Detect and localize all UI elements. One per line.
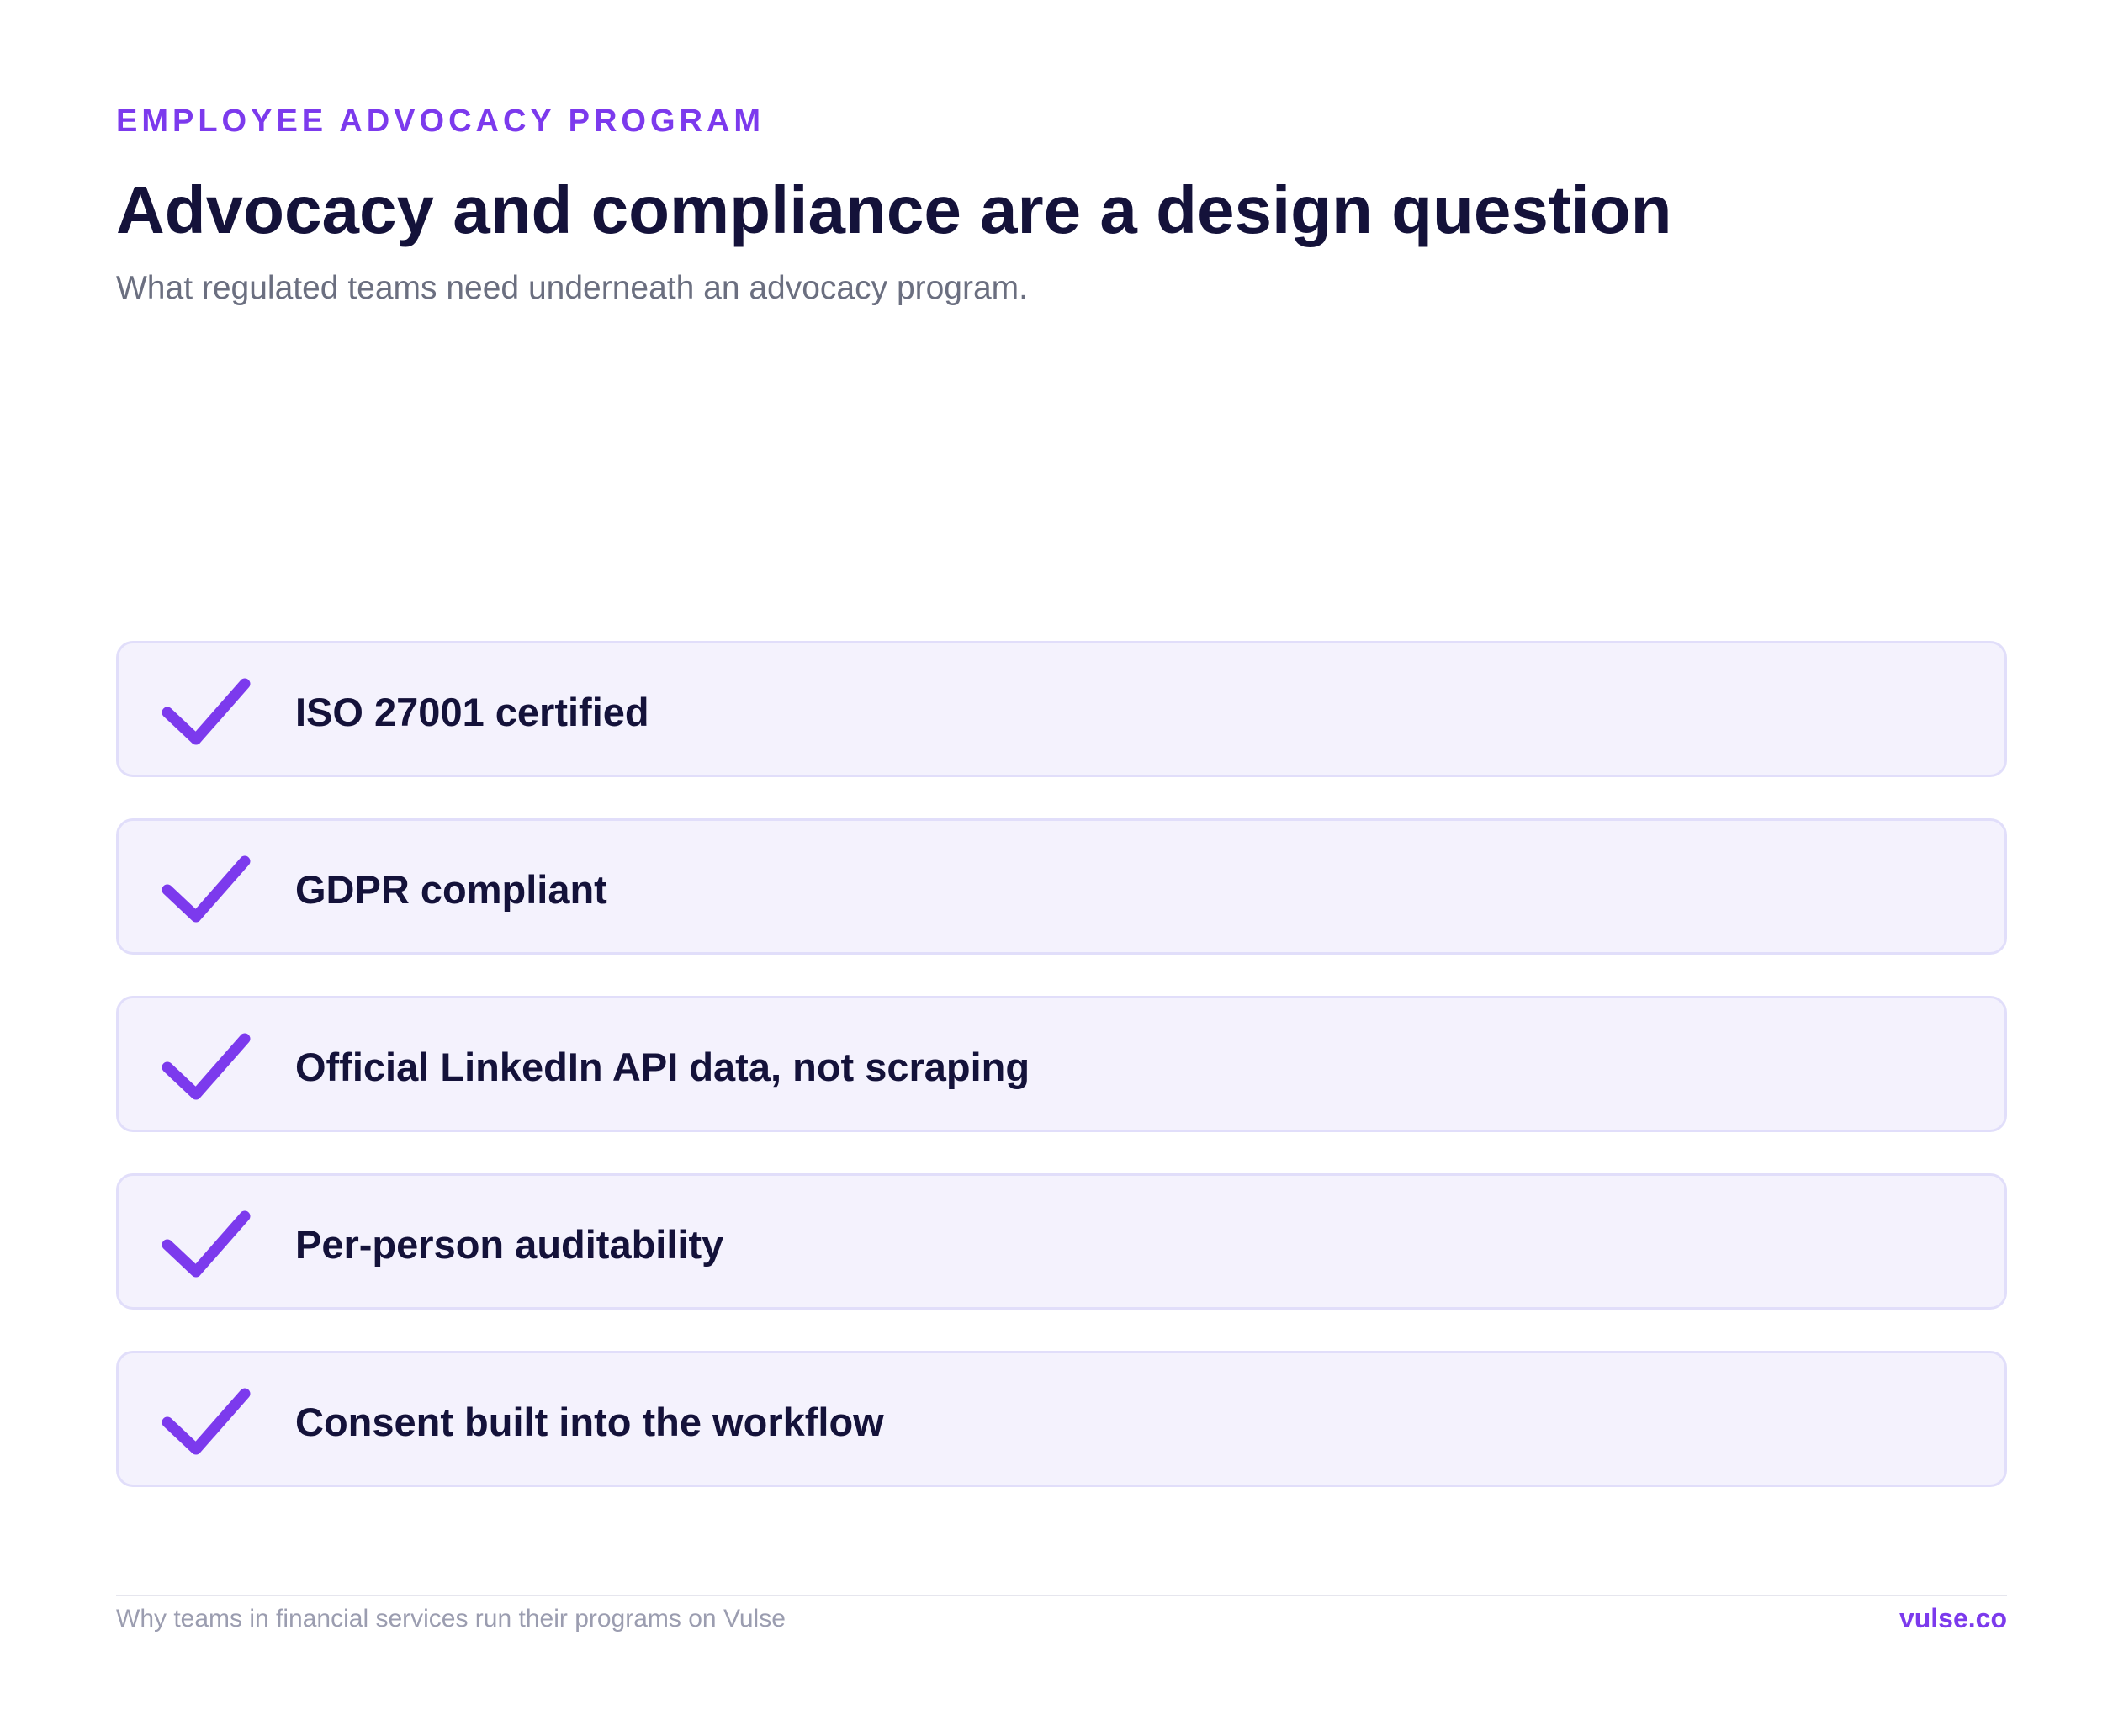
- checklist: ISO 27001 certified GDPR compliant Offic…: [116, 641, 2007, 1528]
- footer-divider: [116, 1595, 2007, 1596]
- page-subtitle: What regulated teams need underneath an …: [116, 270, 1029, 306]
- checklist-item-label: Consent built into the workflow: [295, 1400, 884, 1444]
- eyebrow-label: EMPLOYEE ADVOCACY PROGRAM: [116, 103, 765, 139]
- check-icon: [162, 855, 251, 923]
- checklist-item: Per-person auditability: [116, 1173, 2007, 1310]
- checklist-item: Official LinkedIn API data, not scraping: [116, 996, 2007, 1132]
- checklist-item-label: ISO 27001 certified: [295, 690, 649, 734]
- checklist-item: Consent built into the workflow: [116, 1351, 2007, 1487]
- checklist-item-label: GDPR compliant: [295, 867, 607, 912]
- check-icon: [162, 1388, 251, 1455]
- brand-link[interactable]: vulse.co: [1899, 1603, 2007, 1633]
- checklist-item-label: Official LinkedIn API data, not scraping: [295, 1045, 1030, 1089]
- checklist-item-label: Per-person auditability: [295, 1222, 724, 1267]
- check-icon: [162, 1033, 251, 1100]
- check-icon: [162, 678, 251, 745]
- page: EMPLOYEE ADVOCACY PROGRAM Advocacy and c…: [116, 0, 2007, 1736]
- page-title: Advocacy and compliance are a design que…: [116, 172, 1672, 247]
- checklist-item: GDPR compliant: [116, 818, 2007, 955]
- footer-tagline: Why teams in financial services run thei…: [116, 1605, 786, 1633]
- checklist-item: ISO 27001 certified: [116, 641, 2007, 777]
- check-icon: [162, 1210, 251, 1278]
